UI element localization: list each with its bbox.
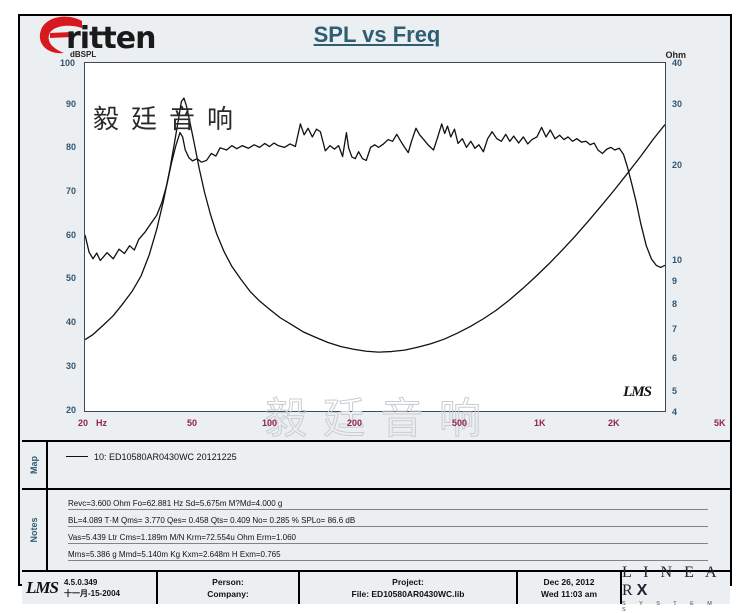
report-document: ritten SPL vs Freq dBSPL Ohm 100 90 80 7…	[18, 14, 732, 613]
y-tick-right-20: 20	[672, 160, 683, 170]
y-tick-left-20: 20	[66, 405, 77, 415]
footer-app-cell: LMS 4.5.0.349 十一月-15-2004	[22, 572, 158, 604]
project-label: Project:	[392, 577, 424, 587]
note-line: BL=4.089 T·M Qms= 3.770 Qes= 0.458 Qts= …	[68, 516, 708, 527]
legend-line-swatch	[66, 456, 88, 457]
legend-item[interactable]: 10: ED10580AR0430WC 20121225	[66, 452, 237, 462]
red-e-crescent-icon	[39, 16, 82, 54]
footer-date-cell: Dec 26, 2012 Wed 11:03 am	[518, 572, 622, 604]
person-label: Person:	[212, 577, 244, 587]
report-header: ritten SPL vs Freq	[20, 16, 730, 56]
y-tick-left-60: 60	[66, 230, 77, 240]
y-tick-right-40: 40	[672, 58, 683, 68]
x-axis-unit: Hz	[96, 418, 107, 428]
y-tick-left-70: 70	[66, 186, 77, 196]
y-tick-right-9: 9	[672, 276, 678, 286]
lms-logo: LMS	[26, 578, 59, 597]
report-footer: LMS 4.5.0.349 十一月-15-2004 Person: Compan…	[22, 564, 730, 613]
file-label: File: ED10580AR0430WC.lib	[351, 589, 465, 599]
linearx-sub: S Y S T E M S	[622, 600, 718, 613]
y-tick-right-30: 30	[672, 99, 683, 109]
notes-panel: Notes Revc=3.600 Ohm Fo=62.881 Hz Sd=5.6…	[22, 488, 730, 570]
x-tick-200: 200	[347, 418, 363, 428]
y-tick-left-80: 80	[66, 142, 77, 152]
y-tick-right-8: 8	[672, 299, 678, 309]
map-panel: Map 10: ED10580AR0430WC 20121225	[22, 440, 730, 488]
footer-project-cell[interactable]: Project: File: ED10580AR0430WC.lib	[300, 572, 518, 604]
x-tick-5K: 5K	[714, 418, 726, 428]
y-tick-right-4: 4	[672, 407, 678, 417]
report-time: Wed 11:03 am	[540, 589, 598, 599]
y-tick-left-50: 50	[66, 273, 77, 283]
page-title: SPL vs Freq	[313, 22, 441, 47]
y-tick-right-7: 7	[672, 324, 678, 334]
brand-logo: ritten	[28, 12, 248, 58]
note-line: Mms=5.386 g Mmd=5.140m Kg Kxm=2.648m H E…	[68, 550, 708, 561]
map-body: 10: ED10580AR0430WC 20121225	[48, 442, 730, 488]
x-tick-100: 100	[262, 418, 278, 428]
x-tick-50: 50	[187, 418, 198, 428]
company-label: Company:	[207, 589, 249, 599]
plot-canvas	[85, 97, 665, 353]
y-tick-left-90: 90	[66, 99, 77, 109]
linearx-logo: L I N E A RX	[622, 563, 720, 599]
footer-brand-cell: L I N E A RX S Y S T E M S	[622, 564, 730, 613]
brand-logo-text: ritten	[66, 21, 156, 56]
y-tick-right-6: 6	[672, 353, 678, 363]
report-date: Dec 26, 2012	[543, 577, 595, 587]
note-line: Revc=3.600 Ohm Fo=62.881 Hz Sd=5.675m M?…	[68, 499, 708, 510]
plot-signature: LMS	[623, 384, 652, 400]
y-tick-left-30: 30	[66, 361, 77, 371]
y-tick-left-100: 100	[60, 58, 76, 68]
impedance-curve	[85, 97, 665, 353]
map-tab-label: Map	[29, 456, 39, 474]
y-tick-right-5: 5	[672, 386, 678, 396]
app-build-date: 十一月-15-2004	[63, 589, 120, 598]
chart-panel: dBSPL Ohm 100 90 80 70 60 50 40 30 20 40…	[22, 50, 730, 444]
screenshot-root: ritten SPL vs Freq dBSPL Ohm 100 90 80 7…	[18, 14, 732, 613]
footer-person-cell[interactable]: Person: Company:	[158, 572, 300, 604]
x-tick-2K: 2K	[608, 418, 620, 428]
spl-curve	[85, 123, 665, 269]
map-tab[interactable]: Map	[22, 442, 48, 488]
notes-tab[interactable]: Notes	[22, 490, 48, 570]
y-tick-right-10: 10	[672, 255, 683, 265]
y-tick-left-40: 40	[66, 317, 77, 327]
app-version: 4.5.0.349	[63, 578, 98, 587]
x-tick-20: 20	[78, 418, 89, 428]
note-line: Vas=5.439 Ltr Cms=1.189m M/N Krm=72.554u…	[68, 533, 708, 544]
legend-item-label: 10: ED10580AR0430WC 20121225	[94, 452, 237, 462]
plot-area: 毅廷音响 毅廷音响 LMS	[84, 62, 666, 444]
x-tick-1K: 1K	[534, 418, 546, 428]
y-axis-right-label: Ohm	[665, 50, 686, 60]
x-tick-500: 500	[452, 418, 468, 428]
notes-body: Revc=3.600 Ohm Fo=62.881 Hz Sd=5.675m M?…	[48, 490, 730, 570]
y-axis-left-label: dBSPL	[70, 50, 97, 59]
notes-tab-label: Notes	[29, 517, 39, 543]
